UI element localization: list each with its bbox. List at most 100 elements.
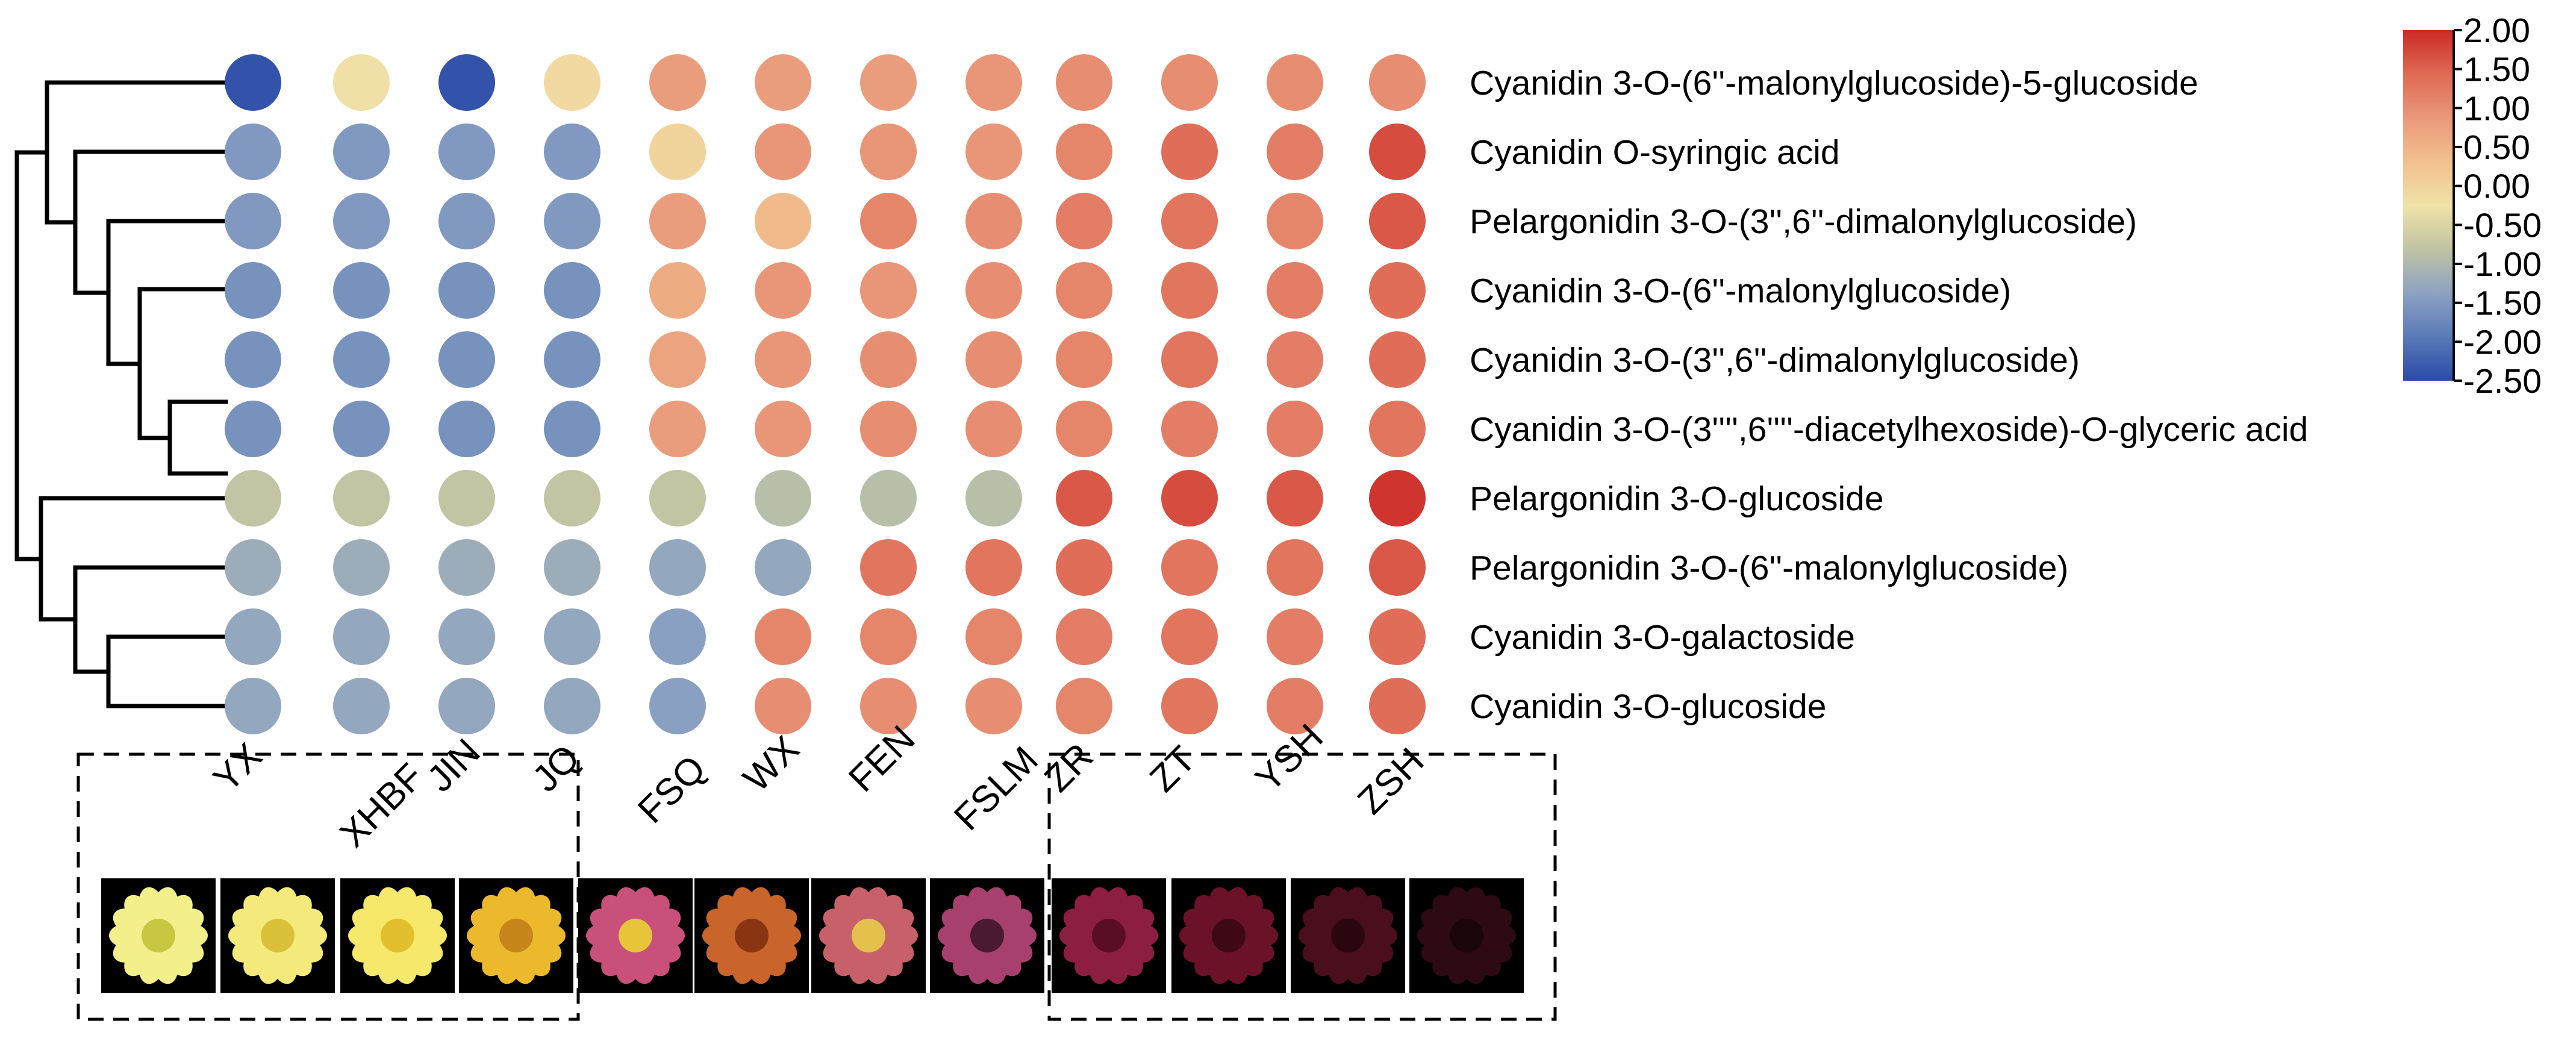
bubble-fslm-row-3 — [965, 193, 1022, 249]
bubble-yx-row-1 — [225, 54, 281, 111]
column-label-fen: FEN — [841, 717, 923, 799]
bubble-fsq-row-4 — [649, 262, 706, 319]
bubble-fslm-row-7 — [965, 470, 1022, 527]
bubble-yx-row-4 — [225, 262, 281, 319]
flower-center — [142, 919, 175, 952]
colorbar-tick-label: 0.00 — [2463, 167, 2530, 206]
bubble-fen-row-1 — [860, 54, 917, 111]
bubble-wx-row-5 — [755, 331, 811, 388]
bubble-zt-row-3 — [1161, 193, 1218, 249]
bubble-wx-row-2 — [755, 123, 811, 180]
row-label: Cyanidin 3-O-(3'''',6''''-diacetylhexosi… — [1470, 410, 2308, 449]
bubble-fslm-row-10 — [965, 678, 1022, 734]
dendrogram-link — [106, 219, 228, 366]
column-label-yx: YX — [205, 736, 270, 800]
bubble-zsh-row-10 — [1369, 678, 1426, 734]
dendrogram-link — [167, 399, 228, 476]
bubble-fslm-row-6 — [965, 401, 1022, 457]
column-label-xhbf: XHBF — [332, 755, 432, 855]
bubble-zr-row-6 — [1056, 401, 1112, 457]
bubble-zr-row-5 — [1056, 331, 1112, 388]
bubble-jq-row-6 — [544, 401, 600, 457]
column-label-zsh: ZSH — [1350, 740, 1432, 822]
bubble-fslm-row-9 — [965, 608, 1022, 665]
colorbar-tick-label: -1.50 — [2463, 284, 2542, 323]
bubble-xhbf-row-10 — [333, 678, 390, 734]
bubble-fen-row-8 — [860, 539, 917, 596]
bubble-jin-row-9 — [438, 608, 495, 665]
bubble-wx-row-1 — [755, 54, 811, 111]
colorbar-tick-label: -0.50 — [2463, 206, 2542, 245]
flower-photo-zsh — [1409, 878, 1524, 993]
dendrogram-link — [39, 496, 228, 622]
bubble-jq-row-7 — [544, 470, 600, 527]
bubble-yx-row-3 — [225, 193, 281, 249]
bubble-zt-row-2 — [1161, 123, 1218, 180]
bubble-fsq-row-7 — [649, 470, 706, 527]
flower-center — [261, 919, 295, 952]
bubble-xhbf-row-9 — [333, 608, 390, 665]
column-label-ysh: YSH — [1247, 716, 1331, 800]
bubble-fen-row-4 — [860, 262, 917, 319]
bubble-jin-row-7 — [438, 470, 495, 527]
flower-center — [735, 919, 769, 952]
bubble-jq-row-10 — [544, 678, 600, 734]
bubble-wx-row-3 — [755, 193, 811, 249]
bubble-jq-row-4 — [544, 262, 600, 319]
flower-photo-wx — [694, 878, 809, 993]
bubble-jin-row-1 — [438, 54, 495, 111]
bubble-ysh-row-8 — [1267, 539, 1323, 596]
bubble-wx-row-4 — [755, 262, 811, 319]
flower-photo-jin — [340, 878, 455, 993]
bubble-ysh-row-2 — [1267, 123, 1323, 180]
bubble-xhbf-row-7 — [333, 470, 390, 527]
flower-photo-fen — [811, 878, 926, 993]
colorbar-bar — [2403, 30, 2454, 381]
flower-center — [499, 919, 533, 952]
bubble-yx-row-8 — [225, 539, 281, 596]
flower-photo-zr — [1052, 878, 1166, 993]
row-label: Cyanidin 3-O-galactoside — [1470, 618, 1855, 657]
colorbar-tick-label: -1.00 — [2463, 245, 2542, 284]
bubble-zr-row-2 — [1056, 123, 1112, 180]
bubble-jq-row-9 — [544, 608, 600, 665]
colorbar-tick-label: 2.00 — [2463, 11, 2530, 50]
dendrogram-link — [73, 565, 228, 674]
bubble-jin-row-6 — [438, 401, 495, 457]
bubble-fslm-row-4 — [965, 262, 1022, 319]
bubble-zt-row-10 — [1161, 678, 1218, 734]
dendrogram-link — [137, 287, 228, 440]
bubble-jin-row-5 — [438, 331, 495, 388]
bubble-fen-row-10 — [860, 678, 917, 734]
bubble-jq-row-1 — [544, 54, 600, 111]
column-label-wx: WX — [735, 728, 807, 799]
bubble-fen-row-5 — [860, 331, 917, 388]
bubble-fsq-row-6 — [649, 401, 706, 457]
row-label: Cyanidin 3-O-(3'',6''-dimalonylglucoside… — [1470, 341, 2080, 380]
bubble-ysh-row-4 — [1267, 262, 1323, 319]
bubble-zt-row-7 — [1161, 470, 1218, 527]
bubble-ysh-row-7 — [1267, 470, 1323, 527]
column-label-zt: ZT — [1142, 739, 1203, 800]
column-label-fsq: FSQ — [630, 748, 714, 831]
flower-center — [1331, 919, 1365, 952]
row-label: Pelargonidin 3-O-glucoside — [1470, 480, 1884, 518]
flower-photo-zt — [1171, 878, 1286, 993]
bubble-jin-row-4 — [438, 262, 495, 319]
flower-photo-yx — [101, 878, 216, 993]
bubble-zr-row-9 — [1056, 608, 1112, 665]
flower-photo-fsq — [578, 878, 693, 993]
bubble-fsq-row-8 — [649, 539, 706, 596]
bubble-ysh-row-5 — [1267, 331, 1323, 388]
bubble-zr-row-10 — [1056, 678, 1112, 734]
bubble-zsh-row-5 — [1369, 331, 1426, 388]
bubble-zr-row-3 — [1056, 193, 1112, 249]
flower-photo-jq — [459, 878, 573, 993]
bubble-fen-row-3 — [860, 193, 917, 249]
bubble-zsh-row-8 — [1369, 539, 1426, 596]
group-box-dark-red — [1047, 752, 1557, 1021]
column-label-fslm: FSLM — [946, 739, 1046, 839]
bubble-fslm-row-1 — [965, 54, 1022, 111]
bubble-ysh-row-9 — [1267, 608, 1323, 665]
flower-center — [1450, 919, 1483, 952]
